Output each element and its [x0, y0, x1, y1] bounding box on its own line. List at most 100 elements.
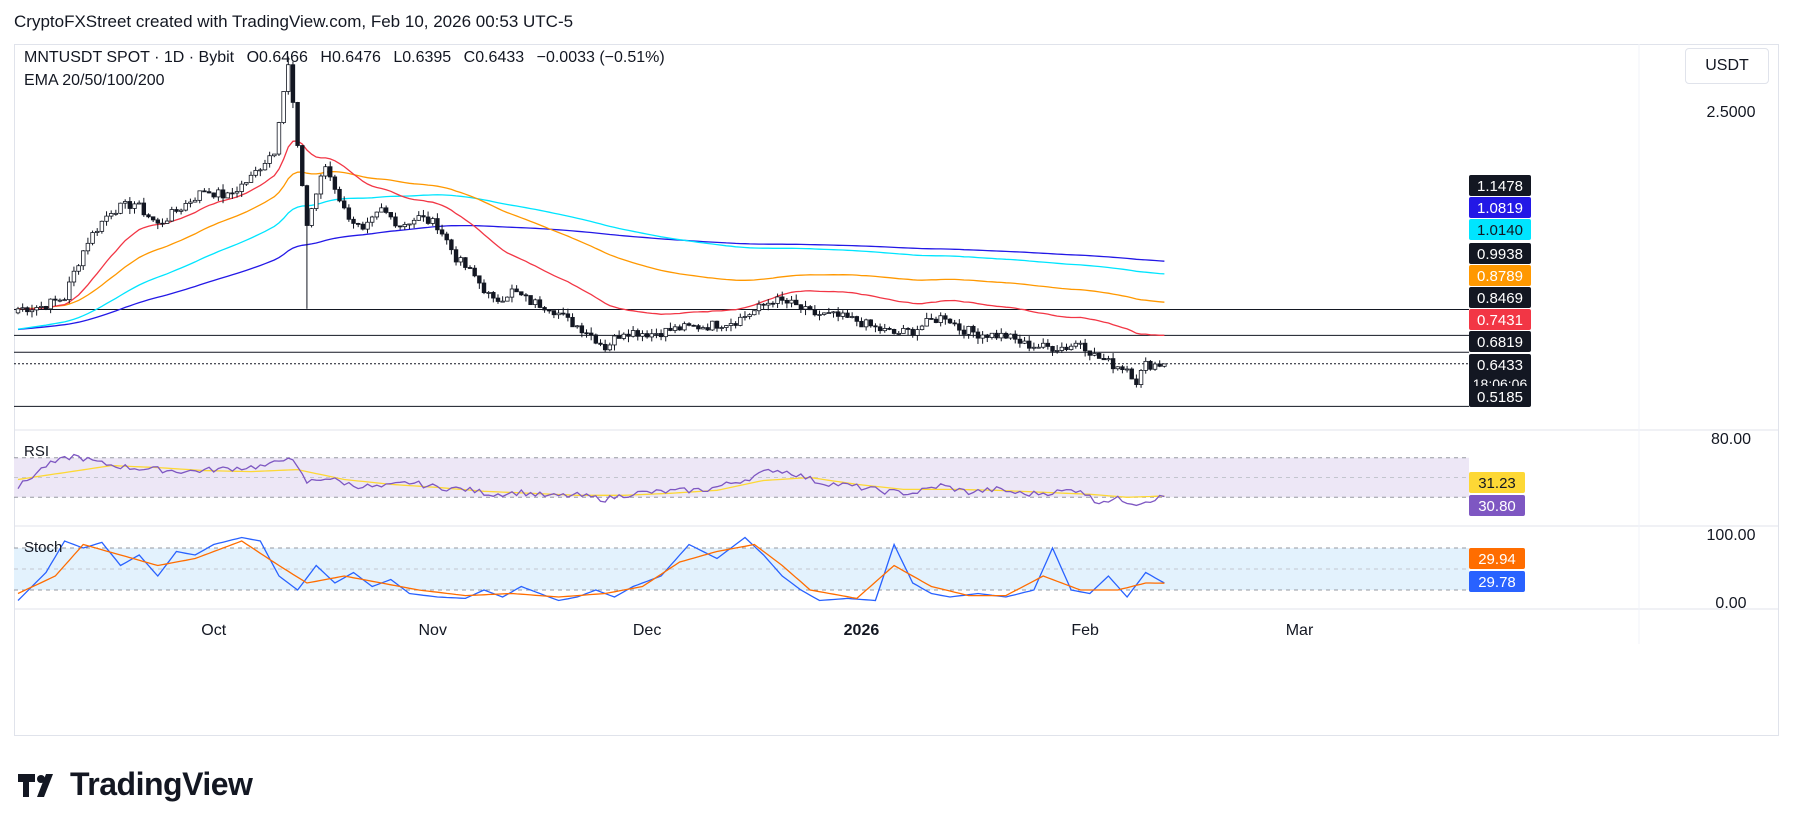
candle-body: [523, 294, 529, 297]
candle-body: [607, 344, 613, 351]
candle-body: [122, 201, 128, 204]
price-badge: [1469, 175, 1531, 196]
candle-body: [136, 202, 142, 205]
candle-body: [1101, 358, 1106, 361]
candle-body: [281, 91, 286, 123]
candle-body: [630, 330, 636, 337]
candle-body: [43, 306, 49, 310]
candle-body: [915, 329, 920, 336]
candle-body: [15, 308, 21, 314]
candle-body: [803, 306, 808, 310]
horizontal-levels[interactable]: [14, 309, 1469, 407]
candle-body: [971, 325, 976, 333]
candle-body: [919, 325, 925, 330]
price-badge: [1469, 219, 1531, 240]
candle-body: [155, 219, 160, 224]
candle-body: [668, 327, 673, 331]
price-badge: [1469, 331, 1531, 352]
candle-body: [1124, 368, 1130, 371]
candle-body: [826, 312, 832, 314]
candle-body: [1134, 378, 1139, 385]
candle-body: [85, 242, 91, 252]
candle-body: [20, 307, 25, 310]
price-badge-value: 0.6819: [1477, 334, 1523, 351]
chart-frame: [14, 44, 1779, 736]
candle-body: [514, 288, 519, 293]
tradingview-logo-icon: [18, 773, 53, 797]
candle-body: [253, 170, 258, 176]
candle-body: [332, 176, 338, 190]
candle-body: [747, 314, 752, 317]
candle-body: [29, 309, 35, 313]
candle-body: [430, 218, 435, 224]
candle-body: [1027, 340, 1032, 349]
candle-body: [985, 334, 990, 338]
candle-body: [780, 296, 785, 301]
currency-button[interactable]: USDT: [1685, 48, 1769, 84]
price-badge: [1469, 197, 1531, 218]
candle-body: [1110, 358, 1116, 370]
price-badge: [1469, 386, 1531, 407]
candle-body: [202, 190, 207, 193]
candle-body: [966, 325, 971, 335]
candle-body: [588, 332, 594, 336]
candle-body: [416, 215, 421, 221]
candle-body: [933, 318, 939, 323]
candle-body: [999, 332, 1004, 339]
candle-body: [183, 203, 188, 211]
candle-body: [905, 328, 911, 330]
candle-body: [556, 312, 561, 316]
candle-body: [276, 122, 282, 155]
candle-body: [304, 185, 310, 226]
candle-body: [444, 233, 449, 241]
candle-body: [318, 175, 324, 195]
ema20-line: [17, 140, 1165, 336]
price-scale-badges[interactable]: 1.1478 1.0819 1.0140 0.9938 0.8789 0.8469 0.74…: [1469, 175, 1531, 592]
candle-body: [1138, 370, 1144, 385]
rsi-ma-badge-value: 31.23: [1478, 475, 1516, 492]
candle-body: [48, 298, 53, 310]
tradingview-logo[interactable]: TradingView: [18, 766, 253, 803]
candle-body: [547, 309, 552, 312]
candle-body: [374, 211, 380, 218]
candle-body: [686, 323, 692, 326]
price-badge-value: 1.1478: [1477, 178, 1523, 195]
candle-body: [849, 316, 855, 318]
candle-body: [421, 215, 426, 218]
ohlc-close: C0.6433: [464, 49, 525, 66]
candle-body: [957, 323, 962, 331]
candle-body: [896, 332, 901, 335]
candle-body: [206, 191, 212, 194]
candle-body: [691, 324, 696, 327]
candle-body: [584, 332, 589, 335]
stoch-k-badge-value: 29.94: [1478, 551, 1516, 568]
candle-body: [519, 291, 524, 296]
candle-body: [663, 327, 668, 338]
price-badge-value: 0.5185: [1477, 389, 1523, 406]
candle-body: [1082, 342, 1088, 352]
candle-body: [980, 334, 985, 339]
candle-body: [425, 216, 431, 224]
candle-body: [1008, 333, 1013, 339]
price-badge: [1469, 287, 1531, 308]
candle-body: [873, 325, 878, 328]
candle-body: [1148, 360, 1153, 370]
candle-body: [118, 202, 123, 214]
candle-body: [505, 296, 510, 302]
candle-body: [794, 299, 799, 306]
rsi-value-badge-value: 30.80: [1478, 498, 1516, 515]
candle-body: [882, 328, 887, 332]
candlesticks[interactable]: [15, 56, 1167, 388]
candle-body: [565, 313, 571, 318]
candle-body: [752, 310, 757, 316]
candle-body: [262, 162, 268, 171]
candle-body: [602, 343, 608, 351]
stoch-k-line: [17, 536, 1165, 602]
time-axis[interactable]: Oct Nov Dec 2026 Feb Mar: [201, 622, 1314, 639]
candle-body: [1041, 342, 1046, 348]
candle-body: [449, 239, 454, 251]
chart-canvas[interactable]: MNTUSDT SPOT · 1D · Bybit O0.6466 H0.647…: [14, 44, 1779, 736]
ohlc-high: H0.6476: [320, 49, 381, 66]
price-badge-value: 1.0819: [1477, 200, 1523, 217]
candle-body: [81, 250, 86, 267]
